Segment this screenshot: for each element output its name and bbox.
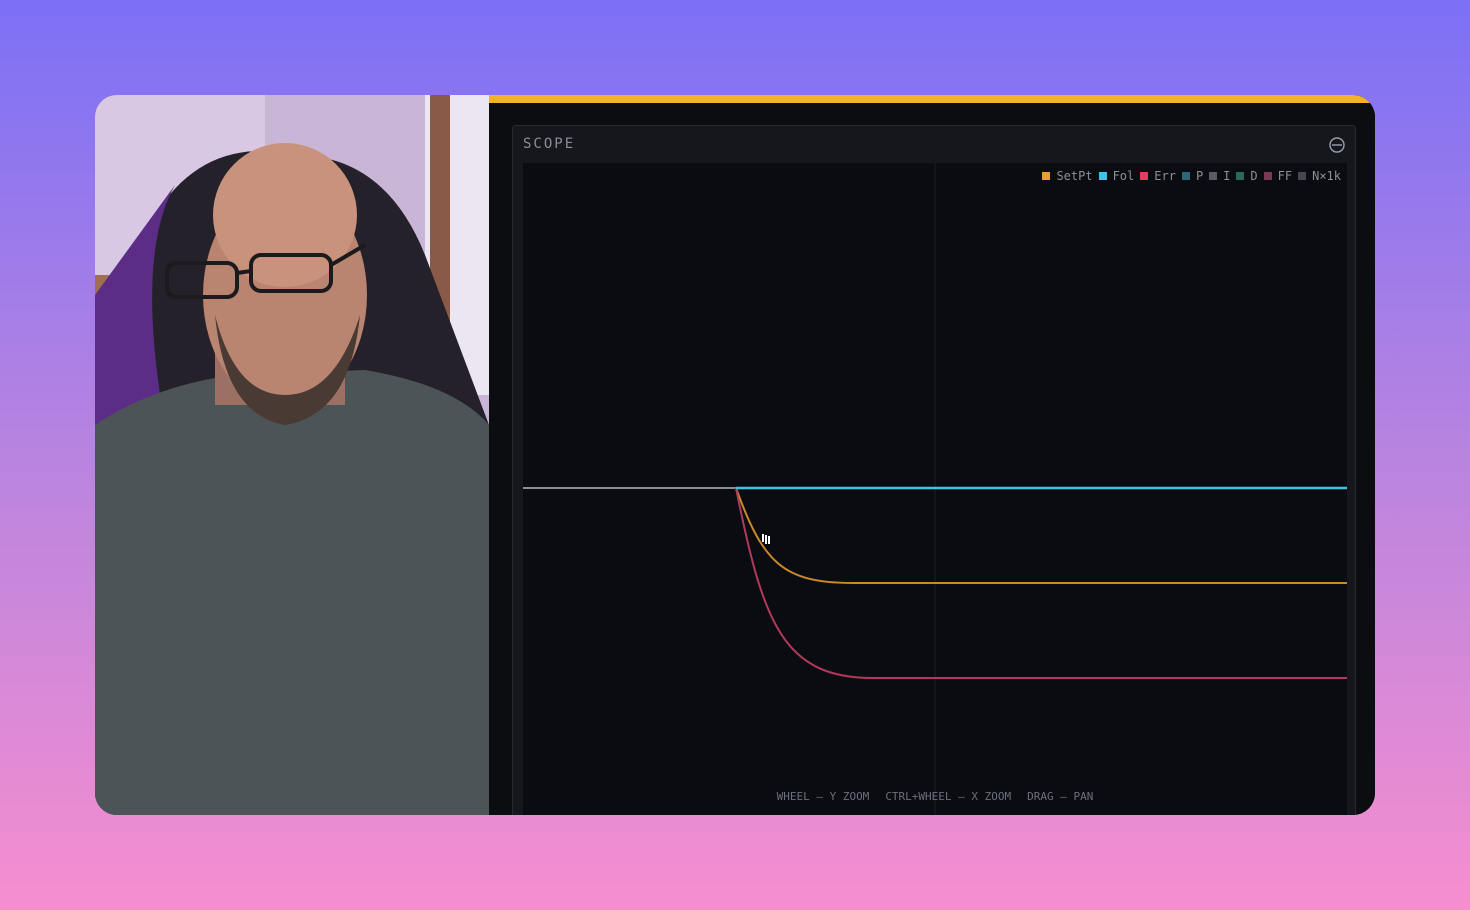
cursor <box>762 534 770 544</box>
scope-pane: SCOPE SetPt Fol Err P I D FF N×1k WHEEL — Y ZOO… <box>489 95 1375 815</box>
legend: SetPt Fol Err P I D FF N×1k <box>1042 169 1341 183</box>
legend-item: SetPt <box>1042 169 1093 183</box>
legend-label: SetPt <box>1056 169 1093 183</box>
setpoint-trace <box>735 487 1347 584</box>
legend-label: Err <box>1154 169 1176 183</box>
hint-bar: WHEEL — Y ZOOM CTRL+WHEEL — X ZOOM DRAG — … <box>523 790 1347 803</box>
legend-item: I <box>1209 169 1230 183</box>
legend-item: Fol <box>1098 169 1135 183</box>
legend-item: P <box>1181 169 1204 183</box>
legend-swatch <box>1263 172 1272 180</box>
legend-swatch <box>1236 172 1245 180</box>
video-frame: SCOPE SetPt Fol Err P I D FF N×1k WHEEL — Y ZOO… <box>95 95 1375 815</box>
hint-text: WHEEL — Y ZOOM <box>776 790 870 803</box>
legend-swatch <box>1140 172 1149 180</box>
legend-label: N×1k <box>1312 169 1341 183</box>
legend-item: FF <box>1263 169 1293 183</box>
legend-label: P <box>1195 169 1204 183</box>
legend-item: N×1k <box>1298 169 1341 183</box>
legend-label: Fol <box>1112 169 1135 183</box>
plot-traces <box>523 163 1347 815</box>
legend-swatch <box>1098 172 1107 180</box>
legend-swatch <box>1209 172 1218 180</box>
legend-swatch <box>1181 172 1190 180</box>
legend-swatch <box>1298 172 1307 180</box>
legend-item: Err <box>1140 169 1176 183</box>
hint-text: CTRL+WHEEL — X ZOOM <box>885 790 1012 803</box>
hint-text: DRAG — PAN <box>1027 790 1094 803</box>
collapse-button[interactable] <box>1329 137 1345 153</box>
scope-title: SCOPE <box>523 136 576 152</box>
error-trace <box>735 487 1347 679</box>
legend-item: D <box>1236 169 1258 183</box>
legend-swatch <box>1042 172 1051 180</box>
scope-panel: SCOPE SetPt Fol Err P I D FF N×1k WHEEL — Y ZOO… <box>512 125 1356 815</box>
legend-label: D <box>1250 169 1258 183</box>
accent-bar <box>489 95 1375 103</box>
legend-label: I <box>1223 169 1231 183</box>
plot-area[interactable]: SetPt Fol Err P I D FF N×1k WHEEL — Y ZOOM CTRL+… <box>523 163 1347 815</box>
legend-label: FF <box>1277 169 1293 183</box>
webcam-feed <box>95 95 489 815</box>
